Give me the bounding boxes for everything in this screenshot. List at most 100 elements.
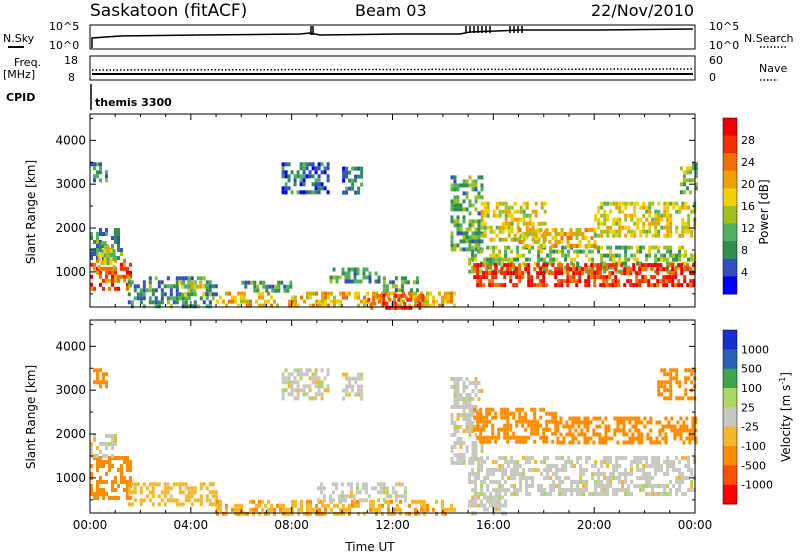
echo-cell <box>566 244 570 248</box>
echo-cell <box>494 263 498 268</box>
echo-cell <box>675 456 679 460</box>
echo-cell <box>606 201 610 206</box>
echo-cell <box>405 295 408 300</box>
echo-cell <box>613 432 617 437</box>
echo-cell <box>533 427 537 432</box>
echo-cell <box>591 249 595 254</box>
echo-cell <box>677 279 681 284</box>
echo-cell <box>624 253 628 258</box>
echo-cell <box>400 494 404 499</box>
echo-cell <box>545 228 549 232</box>
echo-cell <box>675 468 679 472</box>
echo-cell <box>477 476 481 480</box>
echo-cell <box>309 499 312 504</box>
echo-cell <box>166 486 170 491</box>
echo-cell <box>606 460 610 464</box>
echo-cell <box>324 303 327 308</box>
echo-cell <box>376 490 380 495</box>
echo-cell <box>357 499 360 504</box>
echo-cell <box>485 423 489 428</box>
echo-cell <box>414 511 417 516</box>
echo-cell <box>415 276 419 281</box>
echo-cell <box>669 229 673 234</box>
echo-cell <box>308 396 312 401</box>
echo-cell <box>450 385 454 389</box>
echo-cell <box>459 461 463 465</box>
echo-cell <box>357 503 360 508</box>
echo-cell <box>498 499 502 504</box>
echo-cell <box>498 488 502 492</box>
colorbar-swatch <box>723 276 737 295</box>
echo-cell <box>388 494 392 499</box>
echo-cell <box>582 492 586 496</box>
echo-cell <box>286 288 290 293</box>
echo-cell <box>108 496 111 500</box>
echo-cell <box>362 275 366 280</box>
echo-cell <box>609 245 613 250</box>
echo-cell <box>414 291 417 296</box>
echo-cell <box>354 166 358 171</box>
echo-cell <box>516 209 520 214</box>
echo-cell <box>518 439 522 444</box>
colorbar-swatch <box>723 188 737 207</box>
echo-cell <box>603 229 607 234</box>
echo-cell <box>420 499 423 504</box>
echo-cell <box>391 305 395 310</box>
echo-cell <box>391 280 395 285</box>
echo-cell <box>612 468 616 472</box>
echo-cell <box>498 225 502 230</box>
echo-cell <box>672 468 676 472</box>
echo-cell <box>536 240 540 244</box>
echo-cell <box>345 372 349 377</box>
echo-cell <box>120 464 123 468</box>
echo-cell <box>507 221 511 226</box>
echo-cell <box>317 384 321 389</box>
echo-cell <box>601 440 605 445</box>
echo-cell <box>513 488 517 492</box>
echo-cell <box>408 511 411 516</box>
echo-cell <box>675 476 679 480</box>
echo-cell <box>196 498 200 503</box>
echo-cell <box>114 476 117 480</box>
echo-cell <box>403 494 407 499</box>
echo-cell <box>382 280 386 285</box>
echo-cell <box>669 368 673 373</box>
echo-cell <box>501 476 505 480</box>
echo-cell <box>456 393 460 397</box>
echo-cell <box>680 283 684 288</box>
echo-cell <box>503 411 507 416</box>
echo-cell <box>691 178 695 183</box>
echo-cell <box>675 201 679 206</box>
echo-cell <box>599 283 603 288</box>
echo-cell <box>637 436 641 441</box>
echo-cell <box>663 488 667 492</box>
echo-cell <box>96 162 99 167</box>
echo-cell <box>578 240 582 244</box>
echo-cell <box>679 182 683 187</box>
echo-cell <box>552 257 556 262</box>
echo-cell <box>570 257 574 262</box>
echo-cell <box>618 205 622 210</box>
echo-cell <box>322 498 326 503</box>
echo-cell <box>426 303 429 308</box>
echo-cell <box>187 498 191 503</box>
echo-cell <box>468 199 472 204</box>
echo-cell <box>243 291 246 296</box>
echo-cell <box>114 480 117 484</box>
echo-cell <box>117 286 120 291</box>
echo-cell <box>284 186 288 191</box>
echo-cell <box>636 456 640 460</box>
echo-cell <box>456 457 460 461</box>
echo-cell <box>340 494 344 499</box>
echo-cell <box>351 503 354 508</box>
echo-cell <box>612 221 616 226</box>
echo-cell <box>474 385 478 389</box>
echo-cell <box>504 468 508 472</box>
echo-cell <box>513 468 517 472</box>
echo-cell <box>319 482 323 487</box>
echo-cell <box>199 280 203 285</box>
echo-cell <box>504 253 508 258</box>
echo-cell <box>465 417 469 421</box>
echo-cell <box>99 368 102 373</box>
echo-cell <box>403 280 407 285</box>
